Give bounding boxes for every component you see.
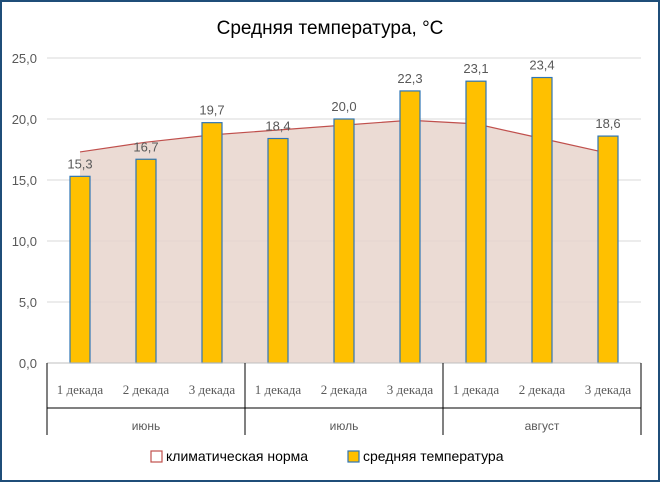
data-label: 23,4 (529, 58, 554, 73)
x-tick-label: 2 декада (321, 382, 368, 397)
y-tick-label: 5,0 (19, 295, 37, 310)
bar (465, 80, 487, 364)
x-tick-label: 3 декада (585, 382, 632, 397)
y-tick-label: 10,0 (12, 234, 37, 249)
bar (267, 137, 289, 364)
data-label: 19,7 (199, 103, 224, 118)
x-group-label: июль (330, 419, 359, 433)
x-tick-label: 2 декада (519, 382, 566, 397)
chart-title: Средняя температура, °C (217, 18, 444, 39)
bar (201, 122, 223, 364)
x-tick-label: 1 декада (255, 382, 302, 397)
legend-label-avg-temp: средняя температура (363, 448, 504, 464)
bar (597, 135, 619, 364)
y-tick-label: 15,0 (12, 173, 37, 188)
data-label: 15,3 (67, 156, 92, 171)
data-label: 22,3 (397, 71, 422, 86)
data-label: 23,1 (463, 61, 488, 76)
x-tick-label: 1 декада (57, 382, 104, 397)
x-group-label: июнь (132, 419, 161, 433)
data-labels: 15,3 16,7 19,7 18,4 20,0 22,3 23,1 23,4 18,6 (67, 58, 620, 172)
bar (333, 118, 355, 364)
x-tick-label: 3 декада (387, 382, 434, 397)
y-tick-label: 0,0 (19, 356, 37, 371)
legend-label-climate-norm: климатическая норма (166, 448, 308, 464)
data-label: 18,4 (265, 119, 290, 134)
bar (135, 158, 157, 364)
legend: климатическая норма средняя температура (150, 448, 504, 464)
bar (69, 175, 91, 364)
x-tick-label: 1 декада (453, 382, 500, 397)
legend-swatch-avg-temp (347, 450, 360, 463)
x-tick-label: 2 декада (123, 382, 170, 397)
data-label: 16,7 (133, 139, 158, 154)
bars (69, 76, 619, 364)
y-axis: 0,0 5,0 10,0 15,0 20,0 25,0 (12, 51, 37, 371)
bar (531, 76, 553, 364)
x-axis: 1 декада 2 декада 3 декада 1 декада 2 декада… (46, 362, 642, 435)
legend-swatch-climate-norm (150, 450, 163, 463)
x-group-label: август (525, 419, 560, 433)
bar (399, 90, 421, 364)
data-label: 18,6 (595, 116, 620, 131)
y-tick-label: 25,0 (12, 51, 37, 66)
data-label: 20,0 (331, 99, 356, 114)
y-tick-label: 20,0 (12, 112, 37, 127)
x-tick-label: 3 декада (189, 382, 236, 397)
